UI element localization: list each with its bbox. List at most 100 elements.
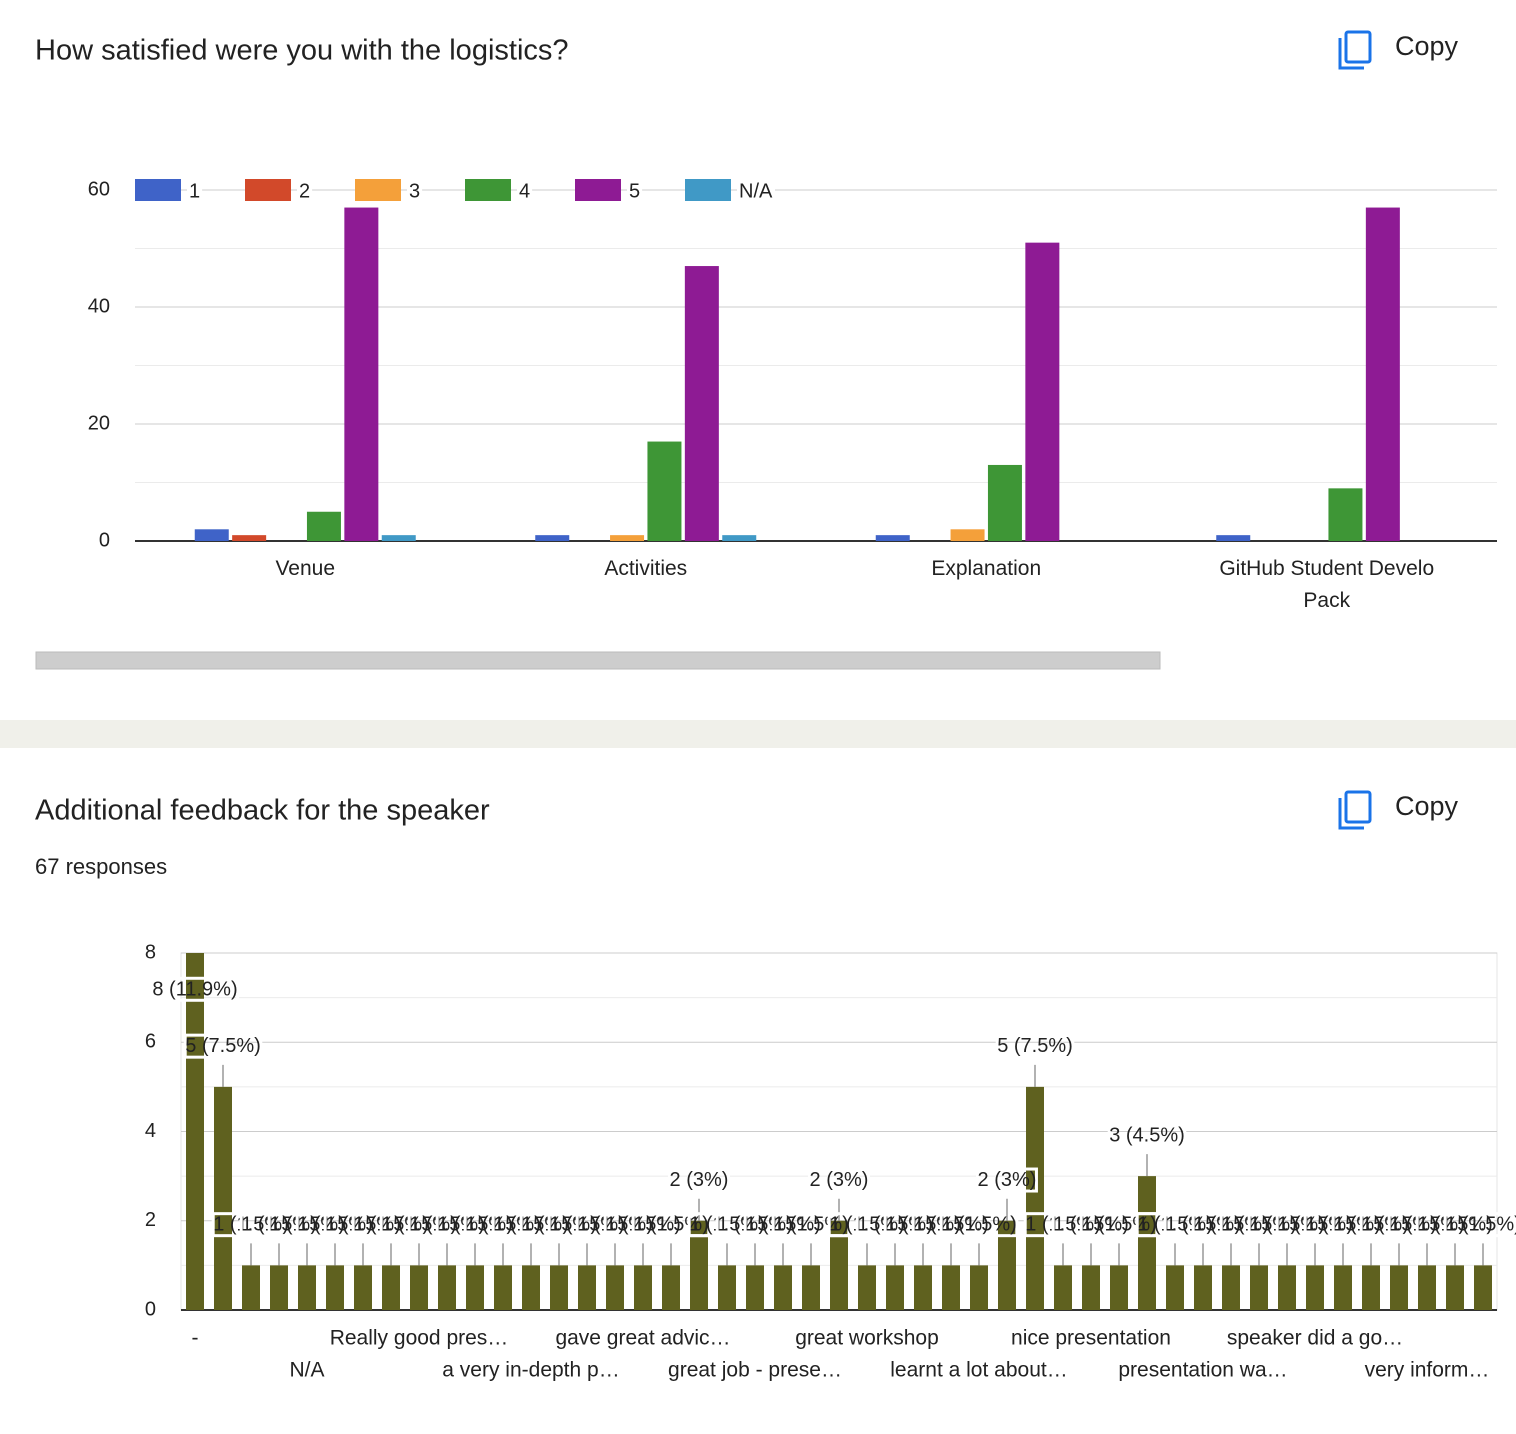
scrollbar[interactable] xyxy=(35,651,1161,670)
legend-label: 2 xyxy=(299,180,310,202)
label-line: Activities xyxy=(604,557,687,580)
bar xyxy=(1418,1265,1436,1310)
y-tick-label: 6 xyxy=(145,1031,156,1053)
y-tick-label: 40 xyxy=(88,295,110,317)
legend-swatch xyxy=(355,179,401,201)
bar xyxy=(1474,1265,1492,1310)
y-tick-label: 0 xyxy=(99,529,110,551)
x-tick-label: gave great advic… xyxy=(555,1327,730,1350)
card-title: How satisfied were you with the logistic… xyxy=(35,35,569,67)
label-halo xyxy=(1443,1212,1516,1238)
bar xyxy=(1278,1265,1296,1310)
bar xyxy=(1362,1265,1380,1310)
bar xyxy=(647,441,682,541)
x-tick-label: nice presentation xyxy=(1011,1327,1171,1350)
x-tick-label: a very in-depth p… xyxy=(442,1359,619,1382)
label-halo xyxy=(183,1033,263,1059)
label-halo xyxy=(771,1212,851,1238)
bar xyxy=(886,1265,904,1310)
copy-icon xyxy=(1338,798,1364,830)
bar xyxy=(306,511,341,541)
bar xyxy=(606,1265,624,1310)
copy-button[interactable]: Copy xyxy=(1338,790,1459,830)
bar xyxy=(722,535,757,541)
bar xyxy=(1138,1176,1156,1310)
bar xyxy=(610,535,645,541)
bar xyxy=(410,1265,428,1310)
x-tick-label: Venue xyxy=(275,557,335,580)
bar xyxy=(1365,207,1400,542)
data-label: 3 (4.5%) xyxy=(1109,1124,1185,1146)
bar xyxy=(746,1265,764,1310)
y-tick-label: 4 xyxy=(145,1120,156,1142)
copy-button[interactable]: Copy xyxy=(1338,30,1459,70)
copy-icon xyxy=(1344,790,1372,824)
copy-label: Copy xyxy=(1395,791,1459,821)
bar xyxy=(802,1265,820,1310)
x-tick-label: presentation wa… xyxy=(1118,1359,1287,1382)
label-line: GitHub Student Develo xyxy=(1219,557,1434,580)
bar xyxy=(875,535,910,541)
response-count: 67 responses xyxy=(35,854,167,879)
data-label: 8 (11.9%) xyxy=(152,978,237,1000)
label-line: Pack xyxy=(1303,589,1350,612)
bar xyxy=(950,529,985,541)
bar xyxy=(1216,535,1251,541)
legend-bg xyxy=(407,180,423,203)
x-tick-label: Explanation xyxy=(931,557,1041,580)
bar xyxy=(830,1220,848,1310)
legend-label: 5 xyxy=(629,180,640,202)
legend-bg xyxy=(517,180,533,203)
label-halo xyxy=(808,1167,870,1193)
bar xyxy=(1025,242,1060,541)
bar xyxy=(344,207,379,542)
bar xyxy=(1082,1265,1100,1310)
bar xyxy=(326,1265,344,1310)
bar xyxy=(1306,1265,1324,1310)
card xyxy=(0,748,1516,1434)
bar xyxy=(494,1265,512,1310)
x-tick-label: great job - prese… xyxy=(668,1359,842,1382)
data-label: 1 (1.5%) xyxy=(745,1214,821,1236)
x-tick-label: N/A xyxy=(289,1359,324,1382)
bar xyxy=(1222,1265,1240,1310)
bar xyxy=(438,1265,456,1310)
label-halo xyxy=(668,1167,730,1193)
legend-label: 3 xyxy=(409,180,420,202)
bar xyxy=(578,1265,596,1310)
legend-label: N/A xyxy=(739,180,773,202)
bar xyxy=(522,1265,540,1310)
label-halo xyxy=(1107,1122,1187,1148)
bar xyxy=(1250,1265,1268,1310)
bar xyxy=(214,1086,232,1310)
label-line: Explanation xyxy=(931,557,1041,580)
y-tick-label: 2 xyxy=(145,1209,156,1231)
legend-label: 1 xyxy=(189,180,200,202)
bar xyxy=(970,1265,988,1310)
bar xyxy=(718,1265,736,1310)
label-halo xyxy=(995,1033,1075,1059)
bar xyxy=(914,1265,932,1310)
bar xyxy=(242,1265,260,1310)
legend-bg xyxy=(737,180,775,203)
y-tick-label: 60 xyxy=(88,178,110,200)
legend-swatch xyxy=(685,179,731,201)
bar xyxy=(1026,1086,1044,1310)
bar xyxy=(381,535,416,541)
label-halo xyxy=(1079,1212,1159,1238)
y-tick-label: 20 xyxy=(88,412,110,434)
y-tick-label: 0 xyxy=(145,1298,156,1320)
bar xyxy=(1110,1265,1128,1310)
y-tick-label: 8 xyxy=(145,941,156,963)
copy-label: Copy xyxy=(1395,31,1459,61)
bar xyxy=(1334,1265,1352,1310)
bar xyxy=(1166,1265,1184,1310)
x-tick-label: GitHub Student Develo Pack xyxy=(1219,557,1434,612)
x-tick-label: great workshop xyxy=(795,1327,939,1350)
x-labels: Venue Activities Explanation GitHub Student… xyxy=(275,557,1434,612)
x-tick-label: speaker did a go… xyxy=(1227,1327,1403,1350)
bar xyxy=(466,1265,484,1310)
bar xyxy=(354,1265,372,1310)
